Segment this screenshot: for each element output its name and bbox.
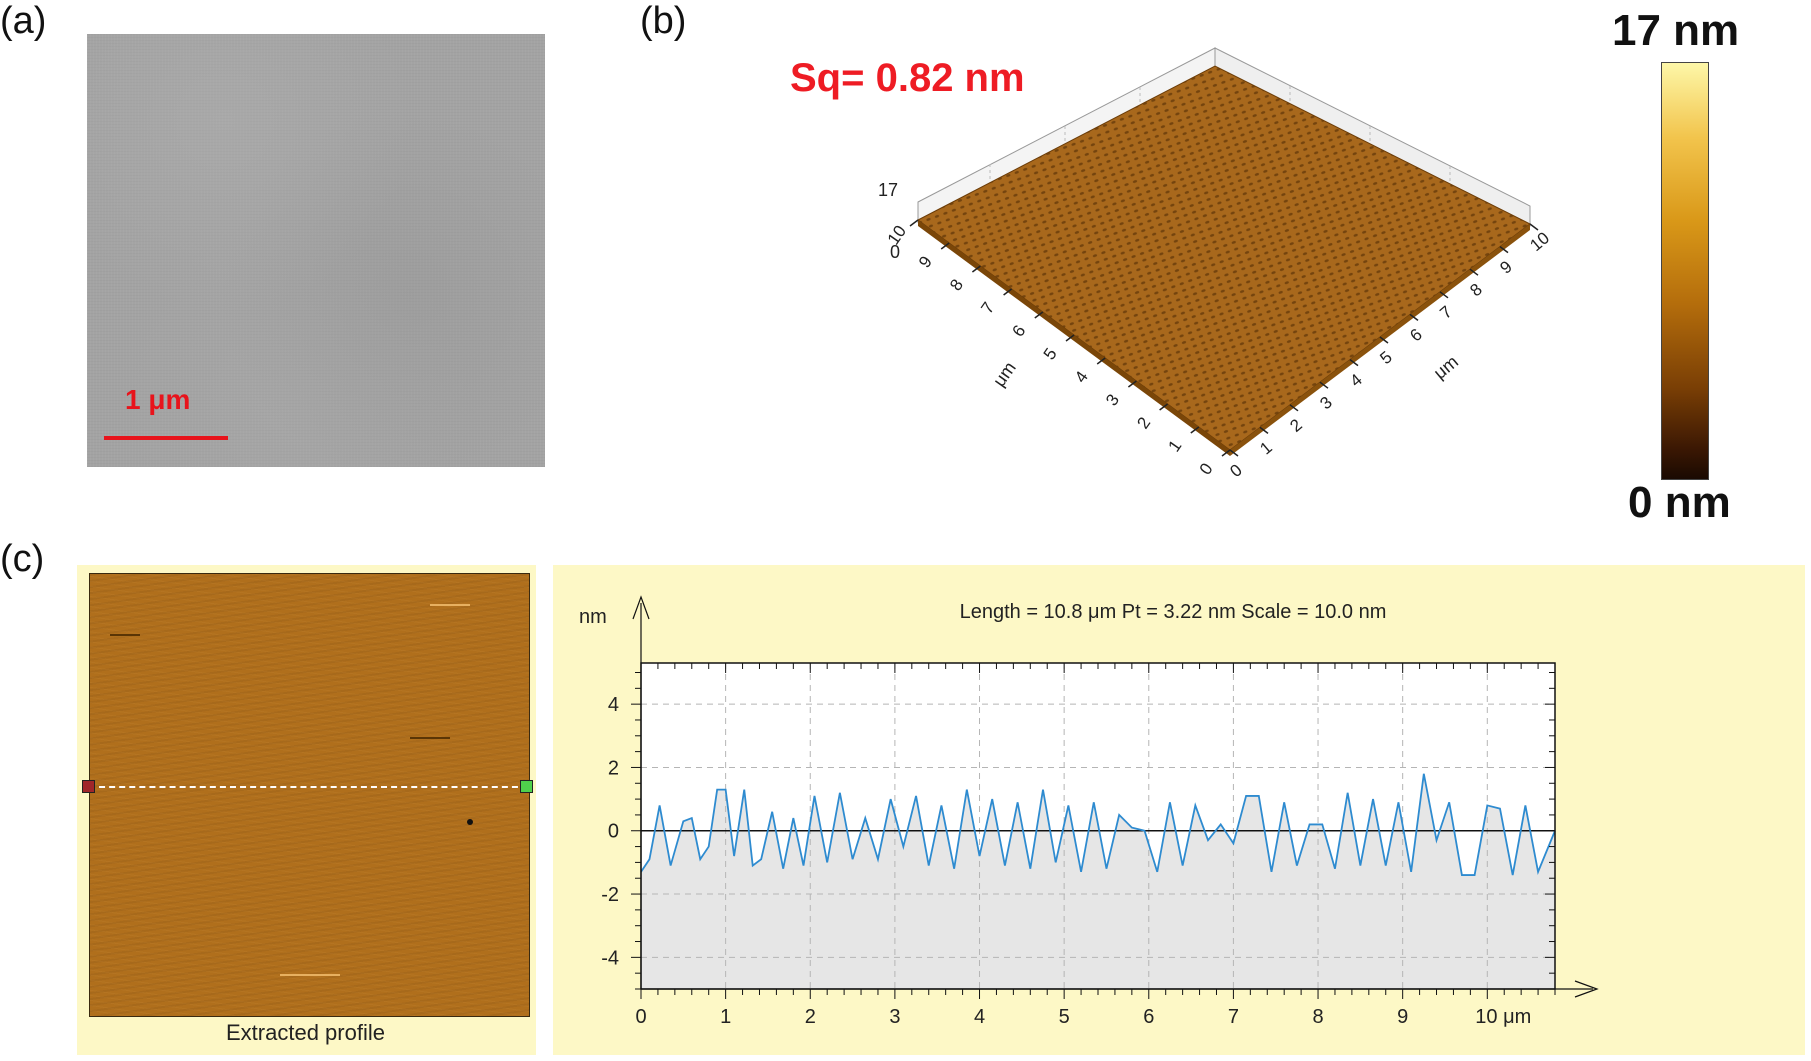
- afm-height-map: [89, 573, 530, 1017]
- afm-x-axis-unit: μm: [989, 358, 1020, 390]
- x-tick-label: 5: [1059, 1006, 1070, 1028]
- profile-chart: Length = 10.8 μm Pt = 3.22 nm Scale = 10…: [579, 595, 1599, 1028]
- afm-y-tick: 5: [1376, 347, 1395, 368]
- z-tick-17: 17: [878, 180, 898, 200]
- y-tick-label: -4: [601, 947, 619, 969]
- x-tick-label: 9: [1397, 1006, 1408, 1028]
- x-tick-label: 3: [889, 1006, 900, 1028]
- profile-area: [641, 773, 1555, 989]
- x-tick-label: 8: [1312, 1006, 1323, 1028]
- y-tick-label: -2: [601, 884, 619, 906]
- y-tick-label: 0: [608, 821, 619, 843]
- x-tick-label: 1: [720, 1006, 731, 1028]
- colorbar-max-label: 17 nm: [1612, 6, 1740, 55]
- scale-bar-label: 1 μm: [125, 384, 191, 415]
- afm-x-tick: 4: [1071, 368, 1092, 387]
- x-tick-label: 4: [974, 1006, 985, 1028]
- afm-y-tick: 0: [1226, 460, 1245, 481]
- x-tick-label: 2: [805, 1006, 816, 1028]
- y-tick-label: 4: [608, 694, 619, 716]
- afm-x-tick: 3: [1102, 391, 1123, 410]
- afm-x-tick: 2: [1133, 414, 1154, 433]
- z-tick-0: 0: [890, 242, 900, 262]
- y-axis-arrow: [632, 595, 650, 620]
- afm-y-tick: 4: [1346, 370, 1365, 391]
- afm-x-tick: 0: [1196, 460, 1217, 479]
- afm-y-tick: 3: [1316, 393, 1335, 414]
- panel-label-a: (a): [0, 0, 47, 42]
- defect-dot: [467, 819, 473, 825]
- x-axis-arrow: [1574, 980, 1599, 998]
- afm-x-tick: 6: [1009, 322, 1030, 341]
- afm-y-tick: 6: [1406, 325, 1425, 346]
- y-axis-label: nm: [579, 606, 607, 628]
- colorbar-min-label: 0 nm: [1628, 478, 1731, 527]
- profile-series-line: [640, 773, 1556, 876]
- sq-roughness-label: Sq= 0.82 nm: [790, 56, 1025, 100]
- x-tick-label: 7: [1228, 1006, 1239, 1028]
- afm-x-tick: 8: [946, 276, 967, 295]
- afm-y-tick: 9: [1496, 257, 1515, 278]
- colorbar: [1661, 62, 1709, 480]
- x-tick-label: 6: [1143, 1006, 1154, 1028]
- sem-image: 1 μm: [87, 34, 545, 467]
- x-tick-label: 0: [635, 1006, 646, 1028]
- afm-x-tick: 1: [1165, 437, 1186, 456]
- afm-y-tick: 8: [1466, 280, 1485, 301]
- scale-bar: [104, 436, 228, 440]
- profile-end-handle[interactable]: [520, 780, 533, 793]
- y-tick-label: 2: [608, 757, 619, 779]
- map-caption: Extracted profile: [226, 1020, 385, 1045]
- afm-y-tick: 7: [1436, 302, 1455, 323]
- afm-x-tick: 9: [915, 253, 936, 272]
- afm-y-tick: 1: [1256, 438, 1275, 459]
- panel-label-c: (c): [0, 538, 45, 580]
- afm-x-tick: 10: [884, 222, 910, 248]
- profile-start-handle[interactable]: [82, 780, 95, 793]
- panel-label-b: (b): [640, 0, 687, 42]
- chart-title: Length = 10.8 μm Pt = 3.22 nm Scale = 10…: [960, 601, 1387, 623]
- afm-y-axis-unit: μm: [1430, 351, 1462, 383]
- afm-y-tick: 2: [1286, 415, 1305, 436]
- x-tick-label: 10 μm: [1475, 1006, 1531, 1028]
- afm-y-tick: 10: [1526, 228, 1553, 255]
- profile-line: [89, 786, 528, 788]
- afm-x-tick: 7: [977, 299, 998, 318]
- afm-x-tick: 5: [1040, 345, 1061, 364]
